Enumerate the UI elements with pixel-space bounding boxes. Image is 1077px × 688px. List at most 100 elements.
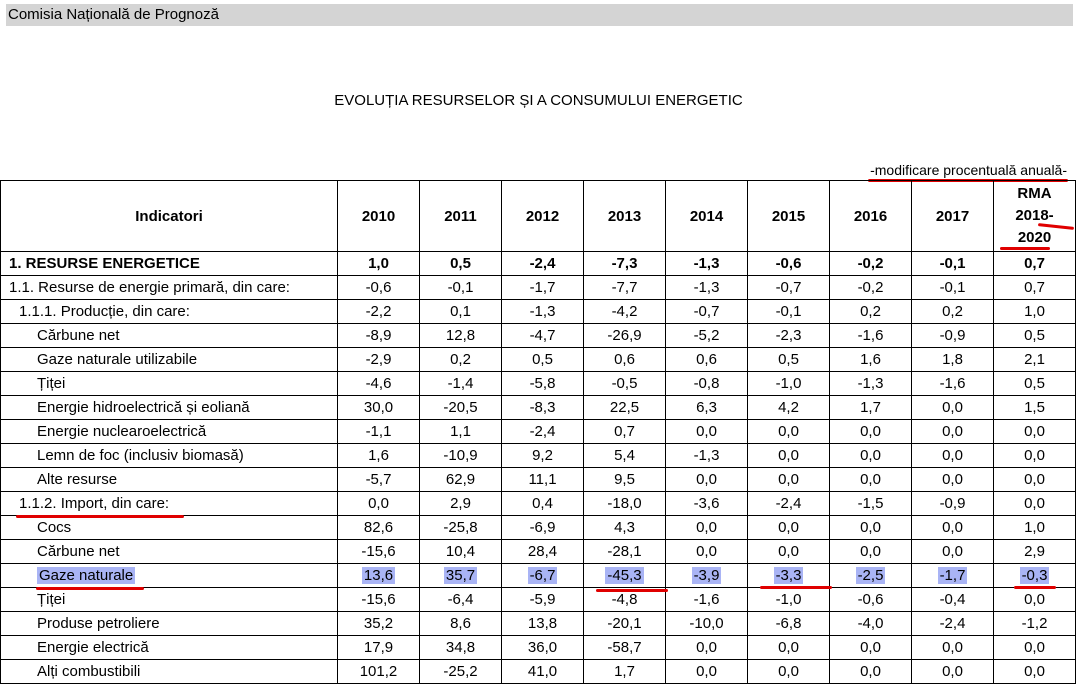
value-cell: 0,0 — [665, 419, 748, 444]
value-text: 0,0 — [942, 447, 963, 464]
value-text: -7,7 — [611, 279, 638, 296]
value-text: 0,0 — [778, 639, 799, 656]
value-text: -25,2 — [443, 663, 478, 680]
value-cell: 9,5 — [583, 467, 666, 492]
value-text: 0,0 — [860, 543, 881, 560]
value-text: 41,0 — [527, 663, 558, 680]
value-cell: -15,6 — [337, 539, 420, 564]
value-text: 0,0 — [696, 543, 717, 560]
value-cell: 1,6 — [829, 347, 912, 372]
value-cell: -5,2 — [665, 323, 748, 348]
value-text: 0,0 — [1024, 591, 1045, 608]
value-text: 0,1 — [450, 303, 471, 320]
table-row: Energie nuclearoelectrică -1,1 1,1 -2,4 0,7 0… — [0, 419, 1076, 444]
table-row: Cărbune net -15,6 10,4 28,4 -28,1 0,0 0,0 0,0 0,… — [0, 539, 1076, 564]
value-text: 0,7 — [1024, 255, 1045, 272]
table-row: 1.1.1. Producție, din care: -2,2 0,1 -1,3 -4… — [0, 299, 1076, 324]
value-cell: -2,3 — [747, 323, 830, 348]
value-cell: 30,0 — [337, 395, 420, 420]
value-text: -2,4 — [939, 615, 966, 632]
value-cell: 1,6 — [337, 443, 420, 468]
value-cell: 5,4 — [583, 443, 666, 468]
value-cell: 0,7 — [993, 275, 1076, 300]
value-cell: -20,1 — [583, 611, 666, 636]
value-text: -1,3 — [693, 279, 720, 296]
value-cell: 34,8 — [419, 635, 502, 660]
value-text: -8,9 — [365, 327, 392, 344]
value-cell: -7,7 — [583, 275, 666, 300]
value-text: 0,0 — [1024, 639, 1045, 656]
table-row: Energie electrică 17,9 34,8 36,0 -58,7 0,0 0,0… — [0, 635, 1076, 660]
value-cell: 0,0 — [337, 491, 420, 516]
value-cell: 0,0 — [829, 539, 912, 564]
value-text: -6,4 — [447, 591, 474, 608]
value-text: -6,7 — [527, 567, 558, 584]
row-label-text: 1.1.1. Producție, din care: — [19, 303, 190, 320]
value-text: 0,0 — [860, 639, 881, 656]
value-text: 2,9 — [1024, 543, 1045, 560]
value-cell: 0,5 — [993, 323, 1076, 348]
value-cell: 0,0 — [829, 443, 912, 468]
value-cell: 13,6 — [337, 563, 420, 588]
value-text: 0,0 — [696, 639, 717, 656]
value-text: 30,0 — [363, 399, 394, 416]
table-row: Țiței -4,6 -1,4 -5,8 -0,5 -0,8 -1,0 -1,3 -1,6 0,5 — [0, 371, 1076, 396]
value-text: -15,6 — [361, 591, 396, 608]
annotation-underline-2015 — [760, 586, 832, 589]
value-text: 0,0 — [860, 663, 881, 680]
value-text: 35,7 — [443, 567, 478, 584]
value-text: -1,3 — [529, 303, 556, 320]
value-cell: 0,0 — [993, 587, 1076, 612]
value-text: 0,7 — [614, 423, 635, 440]
row-label: Energie hidroelectrică și eoliană — [0, 395, 338, 420]
row-label: 1. RESURSE ENERGETICE — [0, 251, 338, 276]
row-label-text: Alți combustibili — [37, 663, 141, 680]
value-text: -28,1 — [607, 543, 642, 560]
value-text: 0,0 — [696, 471, 717, 488]
value-text: -0,5 — [611, 375, 638, 392]
value-cell: -1,3 — [665, 251, 748, 276]
value-text: 0,6 — [614, 351, 635, 368]
value-text: 13,8 — [527, 615, 558, 632]
header-year: 2010 — [337, 180, 420, 252]
value-text: -20,5 — [443, 399, 478, 416]
value-cell: 35,2 — [337, 611, 420, 636]
value-cell: -0,8 — [665, 371, 748, 396]
value-cell: 11,1 — [501, 467, 584, 492]
value-text: -6,8 — [775, 615, 802, 632]
value-text: 0,0 — [942, 399, 963, 416]
value-cell: -3,9 — [665, 563, 748, 588]
value-text: 34,8 — [445, 639, 476, 656]
value-text: -0,9 — [939, 327, 966, 344]
value-text: -3,6 — [693, 495, 720, 512]
table-row: Gaze naturale 13,6 35,7 -6,7 -45,3 -3,9 -3,3 -2… — [0, 563, 1076, 588]
value-cell: 0,0 — [993, 443, 1076, 468]
annotation-underline-rma-header — [1000, 247, 1050, 250]
value-text: 5,4 — [614, 447, 635, 464]
value-text: -2,9 — [365, 351, 392, 368]
row-label: Energie nuclearoelectrică — [0, 419, 338, 444]
value-text: 0,0 — [1024, 447, 1045, 464]
value-text: 0,4 — [532, 495, 553, 512]
value-cell: -1,1 — [337, 419, 420, 444]
value-text: 8,6 — [450, 615, 471, 632]
table-row: Alte resurse -5,7 62,9 11,1 9,5 0,0 0,0 0,0 0,0 0… — [0, 467, 1076, 492]
table-row: Gaze naturale utilizabile -2,9 0,2 0,5 0,6 0,… — [0, 347, 1076, 372]
value-text: -1,4 — [447, 375, 474, 392]
value-cell: 0,0 — [911, 659, 994, 684]
value-text: 1,7 — [860, 399, 881, 416]
value-cell: -2,4 — [911, 611, 994, 636]
value-cell: 1,5 — [993, 395, 1076, 420]
value-cell: 0,0 — [665, 515, 748, 540]
value-text: -2,2 — [365, 303, 392, 320]
value-cell: 0,0 — [829, 419, 912, 444]
value-text: -58,7 — [607, 639, 642, 656]
header-rma: RMA 2018- 2020 — [993, 180, 1076, 252]
table-row: Cocs 82,6 -25,8 -6,9 4,3 0,0 0,0 0,0 0,0 1,0 — [0, 515, 1076, 540]
value-text: 1,6 — [860, 351, 881, 368]
value-text: 2,1 — [1024, 351, 1045, 368]
value-text: -0,6 — [857, 591, 884, 608]
row-label-text: Alte resurse — [37, 471, 118, 488]
value-cell: -8,9 — [337, 323, 420, 348]
value-text: 0,0 — [860, 471, 881, 488]
